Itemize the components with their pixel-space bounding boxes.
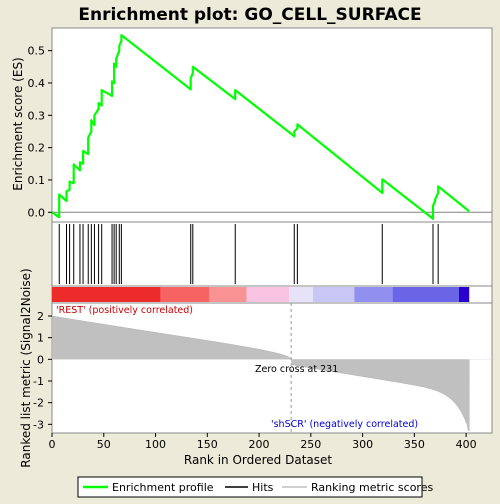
x-axis-label: Rank in Ordered Dataset (184, 453, 332, 467)
es-y-tick-label: 0.3 (28, 109, 46, 122)
chart-title: Enrichment plot: GO_CELL_SURFACE (78, 5, 421, 25)
ranking-metric-series (51, 315, 470, 432)
legend-hits-label: Hits (252, 481, 274, 494)
rank-y-tick-label: 2 (37, 310, 44, 323)
x-tick-label: 100 (145, 438, 166, 451)
x-axis: 0 50 100 150 200 250 300 350 400 (49, 433, 477, 451)
colorbar-segment (209, 287, 247, 302)
enrichment-panel (51, 27, 493, 223)
legend-box (77, 476, 423, 498)
legend: Enrichment profile Hits Ranking metric s… (77, 476, 433, 498)
legend-ranking-label: Ranking metric scores (311, 481, 433, 494)
x-tick-label: 400 (456, 438, 477, 451)
es-y-tick-label: 0.2 (28, 142, 46, 155)
colorbar-segment (160, 287, 210, 302)
zero-cross-label: Zero cross at 231 (255, 364, 338, 375)
colorbar-segment (354, 287, 393, 302)
es-y-axis: 0.0 0.1 0.2 0.3 0.4 0.5 (28, 45, 52, 219)
colorbar-segment (458, 287, 470, 302)
rank-colorbar (52, 287, 470, 302)
x-tick-label: 0 (49, 438, 56, 451)
es-y-axis-label: Enrichment score (ES) (11, 57, 25, 190)
x-tick-label: 50 (97, 438, 111, 451)
rank-y-axis-label: Ranked list metric (Signal2Noise) (19, 268, 33, 467)
hits-panel (51, 221, 493, 287)
rank-y-axis: -3 -2 -1 0 1 2 (33, 310, 52, 431)
enrichment-profile-line (51, 33, 470, 220)
es-y-tick-label: 0.5 (28, 45, 46, 58)
x-tick-label: 350 (404, 438, 425, 451)
rank-y-tick-label: -2 (33, 397, 44, 410)
es-y-tick-label: 0.1 (28, 174, 46, 187)
x-tick-label: 300 (352, 438, 373, 451)
legend-enrichment-label: Enrichment profile (112, 481, 214, 494)
rank-y-tick-label: 1 (37, 332, 44, 345)
ranking-metric-area (51, 303, 492, 433)
enrichment-profile-series (51, 33, 470, 220)
rank-y-tick-label: 0 (37, 353, 44, 366)
es-y-tick-label: 0.4 (28, 77, 46, 90)
colorbar-segment (289, 287, 313, 302)
rank-y-tick-label: -3 (33, 418, 44, 431)
x-tick-label: 250 (300, 438, 321, 451)
positive-correlation-label: 'REST' (positively correlated) (56, 305, 193, 316)
es-y-tick-label: 0.0 (28, 206, 46, 219)
colorbar-segment (52, 287, 161, 302)
colorbar-segment (392, 287, 459, 302)
x-tick-label: 150 (197, 438, 218, 451)
rank-y-tick-label: -1 (33, 375, 44, 388)
negative-correlation-label: 'shSCR' (negatively correlated) (271, 419, 418, 430)
colorbar-segment (312, 287, 355, 302)
hit-markers (58, 224, 439, 284)
x-tick-label: 200 (249, 438, 270, 451)
colorbar-segment (246, 287, 290, 302)
